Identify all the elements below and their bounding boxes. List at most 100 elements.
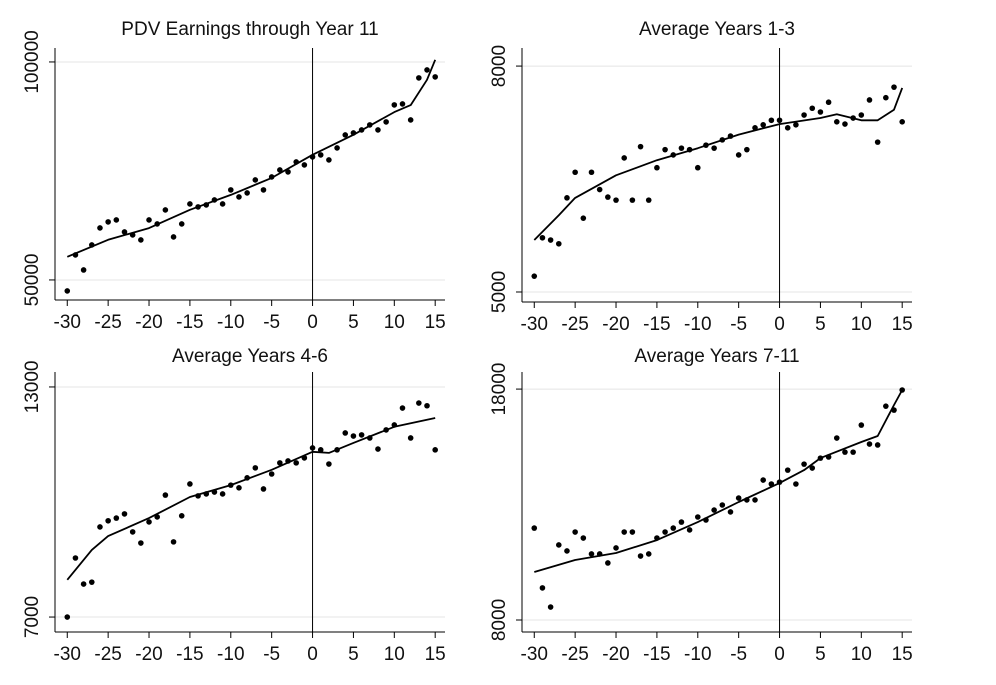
data-point bbox=[146, 217, 152, 223]
data-point bbox=[121, 229, 128, 235]
data-point bbox=[588, 551, 595, 557]
data-point bbox=[301, 162, 308, 168]
data-point bbox=[572, 529, 578, 535]
data-point bbox=[874, 139, 881, 145]
data-point bbox=[760, 122, 766, 128]
data-point bbox=[375, 446, 381, 452]
data-point bbox=[539, 585, 546, 591]
x-tick-label: -25 bbox=[94, 644, 121, 665]
data-point bbox=[547, 237, 554, 243]
data-point bbox=[809, 465, 816, 471]
data-point bbox=[285, 169, 291, 175]
data-point bbox=[80, 267, 87, 273]
data-point bbox=[358, 432, 365, 438]
data-point bbox=[645, 197, 652, 203]
x-tick-label: 15 bbox=[425, 312, 446, 333]
x-tick-label: -5 bbox=[730, 644, 747, 665]
data-point bbox=[555, 240, 562, 247]
data-point bbox=[654, 164, 660, 171]
data-point bbox=[899, 118, 905, 125]
data-point bbox=[613, 545, 619, 551]
data-point bbox=[162, 492, 169, 498]
x-tick-label: -10 bbox=[684, 644, 711, 665]
data-point bbox=[883, 403, 889, 409]
data-point bbox=[236, 194, 242, 200]
x-tick-label: -15 bbox=[176, 312, 203, 333]
data-point bbox=[252, 177, 259, 183]
data-point bbox=[891, 84, 897, 90]
data-point bbox=[735, 495, 742, 501]
data-point bbox=[858, 112, 865, 118]
x-tick-label: 10 bbox=[384, 312, 405, 333]
data-point bbox=[268, 471, 275, 477]
y-tick-label: 13000 bbox=[22, 361, 43, 414]
fit-line bbox=[66, 417, 436, 581]
data-point bbox=[825, 99, 832, 106]
data-point bbox=[309, 445, 316, 451]
x-tick-label: -10 bbox=[684, 314, 711, 335]
data-point bbox=[146, 519, 152, 525]
data-point bbox=[842, 449, 848, 455]
data-point bbox=[383, 119, 389, 125]
data-point bbox=[236, 485, 242, 491]
panel-title: PDV Earnings through Year 11 bbox=[121, 19, 378, 40]
x-tick-label: -25 bbox=[561, 314, 588, 335]
data-point bbox=[588, 169, 595, 176]
data-point bbox=[727, 509, 734, 515]
data-point bbox=[564, 548, 570, 554]
data-point bbox=[580, 535, 587, 541]
data-point bbox=[227, 187, 234, 193]
data-point bbox=[629, 529, 636, 535]
data-point bbox=[801, 461, 807, 467]
x-tick-label: -10 bbox=[217, 312, 244, 333]
data-point bbox=[605, 560, 611, 566]
fit-line bbox=[534, 389, 903, 573]
data-point bbox=[833, 435, 840, 441]
x-tick-label: -25 bbox=[561, 644, 588, 665]
data-point bbox=[858, 422, 865, 428]
y-tick-label: 18000 bbox=[489, 363, 510, 416]
x-tick-label: 5 bbox=[815, 644, 826, 665]
data-point bbox=[113, 217, 120, 223]
data-point bbox=[334, 145, 340, 151]
data-point bbox=[842, 121, 848, 127]
data-point bbox=[178, 221, 185, 227]
data-point bbox=[129, 529, 136, 535]
y-tick-label: 8000 bbox=[489, 599, 510, 641]
x-tick-label: -30 bbox=[521, 314, 548, 335]
x-tick-label: -20 bbox=[135, 644, 162, 665]
x-tick-label: 10 bbox=[851, 644, 872, 665]
data-point bbox=[407, 117, 414, 123]
data-point bbox=[784, 467, 791, 473]
x-tick-label: 0 bbox=[307, 312, 318, 333]
data-point bbox=[629, 197, 636, 203]
data-point bbox=[105, 219, 111, 225]
y-tick-label: 7000 bbox=[22, 596, 43, 638]
data-point bbox=[97, 524, 103, 530]
data-point bbox=[596, 186, 603, 193]
data-point bbox=[694, 164, 701, 171]
data-point bbox=[277, 460, 283, 466]
data-point bbox=[793, 122, 799, 128]
data-point bbox=[662, 146, 668, 153]
data-point bbox=[694, 514, 701, 520]
data-point bbox=[621, 155, 628, 161]
x-tick-label: 0 bbox=[774, 314, 785, 335]
x-tick-label: -20 bbox=[135, 312, 162, 333]
data-point bbox=[572, 169, 578, 176]
x-tick-label: -20 bbox=[602, 644, 629, 665]
data-point bbox=[138, 237, 144, 243]
data-point bbox=[809, 105, 816, 112]
data-point bbox=[391, 102, 398, 108]
panel-title: Average Years 4-6 bbox=[172, 346, 328, 367]
x-tick-label: 5 bbox=[348, 644, 359, 665]
data-point bbox=[613, 197, 619, 203]
x-tick-label: -20 bbox=[602, 314, 629, 335]
data-point bbox=[539, 234, 546, 241]
x-tick-label: 15 bbox=[892, 314, 913, 335]
data-point bbox=[399, 101, 406, 107]
data-point bbox=[760, 477, 766, 483]
data-point bbox=[662, 529, 668, 535]
x-tick-label: -15 bbox=[643, 644, 670, 665]
data-point bbox=[711, 507, 717, 513]
